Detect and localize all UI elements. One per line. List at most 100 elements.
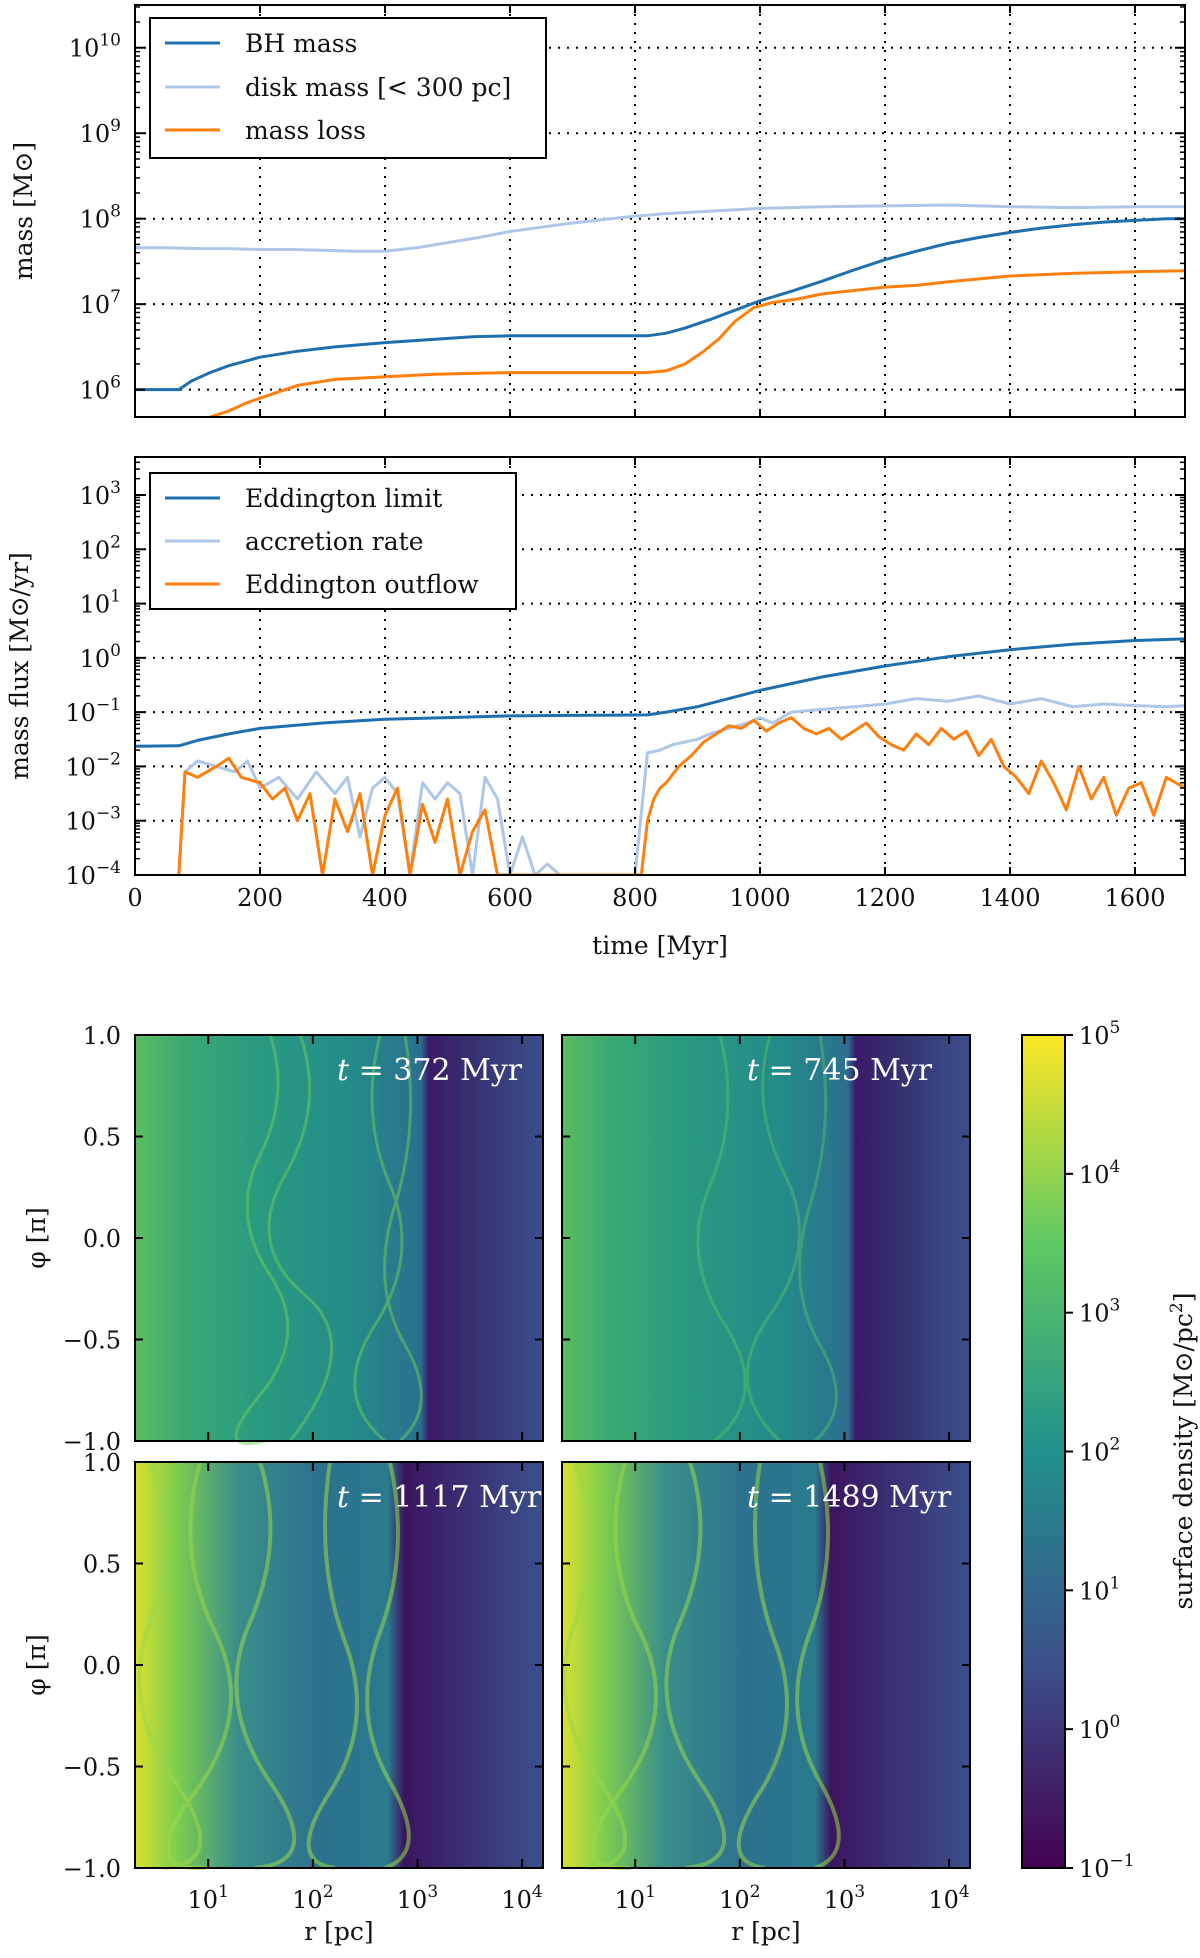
map-label-372-t: t <box>337 1053 350 1088</box>
map0-ytick-label-2: 0.0 <box>83 1225 121 1253</box>
flux-xtick-label-1000: 1000 <box>729 884 790 912</box>
mass-ytick-label-9-base: 10 <box>80 120 111 148</box>
mass-ytick-label-8: 108 <box>80 202 121 234</box>
surface-density-maps: t = 372 Myr t = 745 Myr t = 1117 Myr <box>22 1018 1198 1946</box>
map-texture-1489 <box>562 1461 841 1871</box>
map3-xtick-label-2-base: 10 <box>719 1886 750 1914</box>
map3-xtick-label-1-exp: 1 <box>645 1882 656 1902</box>
map0-ytick-label-0: 1.0 <box>83 1022 121 1050</box>
map2-xtick-label-1: 101 <box>188 1882 229 1914</box>
map3-xtick-label-4: 104 <box>928 1882 969 1914</box>
colorbar-tick-label-1-exp: 1 <box>1110 1573 1121 1593</box>
legend-label-bh-mass: BH mass <box>245 29 357 58</box>
colorbar-tick-label-0: 100 <box>1079 1712 1120 1744</box>
map2-xtick-label-2-base: 10 <box>292 1886 323 1914</box>
flux-legend: Eddington limit accretion rate Eddington… <box>149 472 517 610</box>
colorbar-tick-label-0-base: 10 <box>1079 1716 1110 1744</box>
flux-y-axis-label: mass flux [M⊙/yr] <box>5 552 34 780</box>
flux-series-lines <box>135 637 1185 875</box>
map-x-axis-label-left: r [pc] <box>304 1917 373 1946</box>
map-label-745: t = 745 Myr <box>747 1053 933 1088</box>
mass-y-axis-label-text: mass [M⊙] <box>9 142 38 280</box>
map3-xtick-label-4-exp: 4 <box>959 1882 970 1902</box>
map-panel-745: t = 745 Myr <box>561 1034 971 1443</box>
map0-ytick-label-4: −1.0 <box>63 1428 121 1456</box>
map-label-1489-t: t <box>747 1480 760 1515</box>
mass-series-mass-loss <box>209 269 1185 417</box>
mass-plot-frame <box>134 4 1186 418</box>
colorbar-tick-label-2: 102 <box>1079 1435 1120 1467</box>
flux-x-ticks: 0 200 400 600 800 1000 1200 1400 1600 <box>127 457 1166 912</box>
map-label-372: t = 372 Myr <box>337 1053 523 1088</box>
flux-ytick-label-3: 103 <box>80 478 121 510</box>
colorbar-tick-label-5-base: 10 <box>1079 1022 1110 1050</box>
map-panel-1489: t = 1489 Myr <box>561 1461 971 1871</box>
mass-legend: BH mass disk mass [< 300 pc] mass loss <box>149 17 547 159</box>
colorbar-gradient <box>1021 1034 1066 1869</box>
colorbar-tick-label-4-exp: 4 <box>1110 1157 1121 1177</box>
colorbar-tick-label-4-base: 10 <box>1079 1161 1110 1189</box>
colorbar-tick-label-3: 103 <box>1079 1296 1120 1328</box>
flux-ytick-label--3-exp: −3 <box>96 804 121 824</box>
colorbar-tick-label--1-base: 10 <box>1079 1855 1110 1883</box>
map2-ytick-label-0: 1.0 <box>83 1449 121 1477</box>
map2-xtick-label-4: 104 <box>501 1882 542 1914</box>
mass-ytick-label-10-exp: 10 <box>99 31 121 51</box>
colorbar-label-end: ] <box>1169 1293 1198 1303</box>
map-y-axis-label-bottom-text: φ [π] <box>22 1634 51 1695</box>
flux-ytick-label--1-base: 10 <box>65 699 96 727</box>
colorbar-label-sup: 2 <box>1167 1302 1187 1313</box>
mass-ytick-label-8-exp: 8 <box>110 202 121 222</box>
mass-y-axis-label: mass [M⊙] <box>9 142 38 280</box>
mass-ytick-label-7-base: 10 <box>80 291 111 319</box>
flux-series-eddington-limit <box>135 637 1185 748</box>
flux-xtick-label-200: 200 <box>237 884 283 912</box>
flux-y-axis-label-text: mass flux [M⊙/yr] <box>5 552 34 780</box>
map3-xtick-label-3-exp: 3 <box>854 1882 865 1902</box>
mass-series-bh-mass <box>135 217 1185 392</box>
flux-ytick-label--3: 10−3 <box>65 804 121 836</box>
flux-series-eddington-outflow <box>177 716 1185 875</box>
flux-ytick-label--4-exp: −4 <box>96 858 121 878</box>
map3-xtick-label-3: 103 <box>824 1882 865 1914</box>
flux-ytick-label-0: 100 <box>80 641 121 673</box>
map2-xtick-label-3-base: 10 <box>397 1886 428 1914</box>
colorbar-tick-label-0-exp: 0 <box>1110 1712 1121 1732</box>
map-y-axis-label-top: φ [π] <box>22 1207 51 1268</box>
flux-ytick-label--4-base: 10 <box>65 862 96 890</box>
map2-xtick-label-1-base: 10 <box>188 1886 219 1914</box>
flux-ytick-label-3-exp: 3 <box>110 478 121 498</box>
map3-xtick-label-3-base: 10 <box>824 1886 855 1914</box>
flux-ytick-label-2: 102 <box>80 532 121 564</box>
flux-ytick-label--1-exp: −1 <box>96 695 121 715</box>
legend-label-accretion-rate: accretion rate <box>245 527 424 556</box>
flux-xtick-label-400: 400 <box>362 884 408 912</box>
colorbar-tick-label-1: 101 <box>1079 1573 1120 1605</box>
flux-ytick-label--4: 10−4 <box>65 858 121 890</box>
map-label-745-t: t <box>747 1053 760 1088</box>
flux-ytick-label--2-base: 10 <box>65 753 96 781</box>
flux-ytick-label-1-exp: 1 <box>110 587 121 607</box>
legend-label-mass-loss: mass loss <box>245 116 366 145</box>
mass-gridlines <box>135 5 1185 417</box>
colorbar-tick-label--1-exp: −1 <box>1110 1851 1135 1871</box>
flux-xtick-label-1600: 1600 <box>1104 884 1165 912</box>
mass-ytick-label-7: 107 <box>80 287 121 319</box>
mass-ytick-label-9-exp: 9 <box>110 116 121 136</box>
map-x-ticks: 101 102 103 104 101 102 103 104 <box>188 1035 970 1914</box>
map2-xtick-label-2: 102 <box>292 1882 333 1914</box>
map-label-745-value: = 745 Myr <box>759 1053 933 1088</box>
map2-ytick-label-1: 0.5 <box>83 1551 121 1579</box>
colorbar-tick-label--1: 10−1 <box>1079 1851 1135 1883</box>
map-y-axis-label-top-text: φ [π] <box>22 1207 51 1268</box>
map2-ytick-label-4: −1.0 <box>63 1855 121 1883</box>
map2-ytick-label-3: −0.5 <box>63 1754 121 1782</box>
map2-xtick-label-3-exp: 3 <box>427 1882 438 1902</box>
colorbar-tick-label-5: 105 <box>1079 1018 1120 1050</box>
mass-series-lines <box>135 203 1185 417</box>
flux-ytick-label-2-exp: 2 <box>110 532 121 552</box>
